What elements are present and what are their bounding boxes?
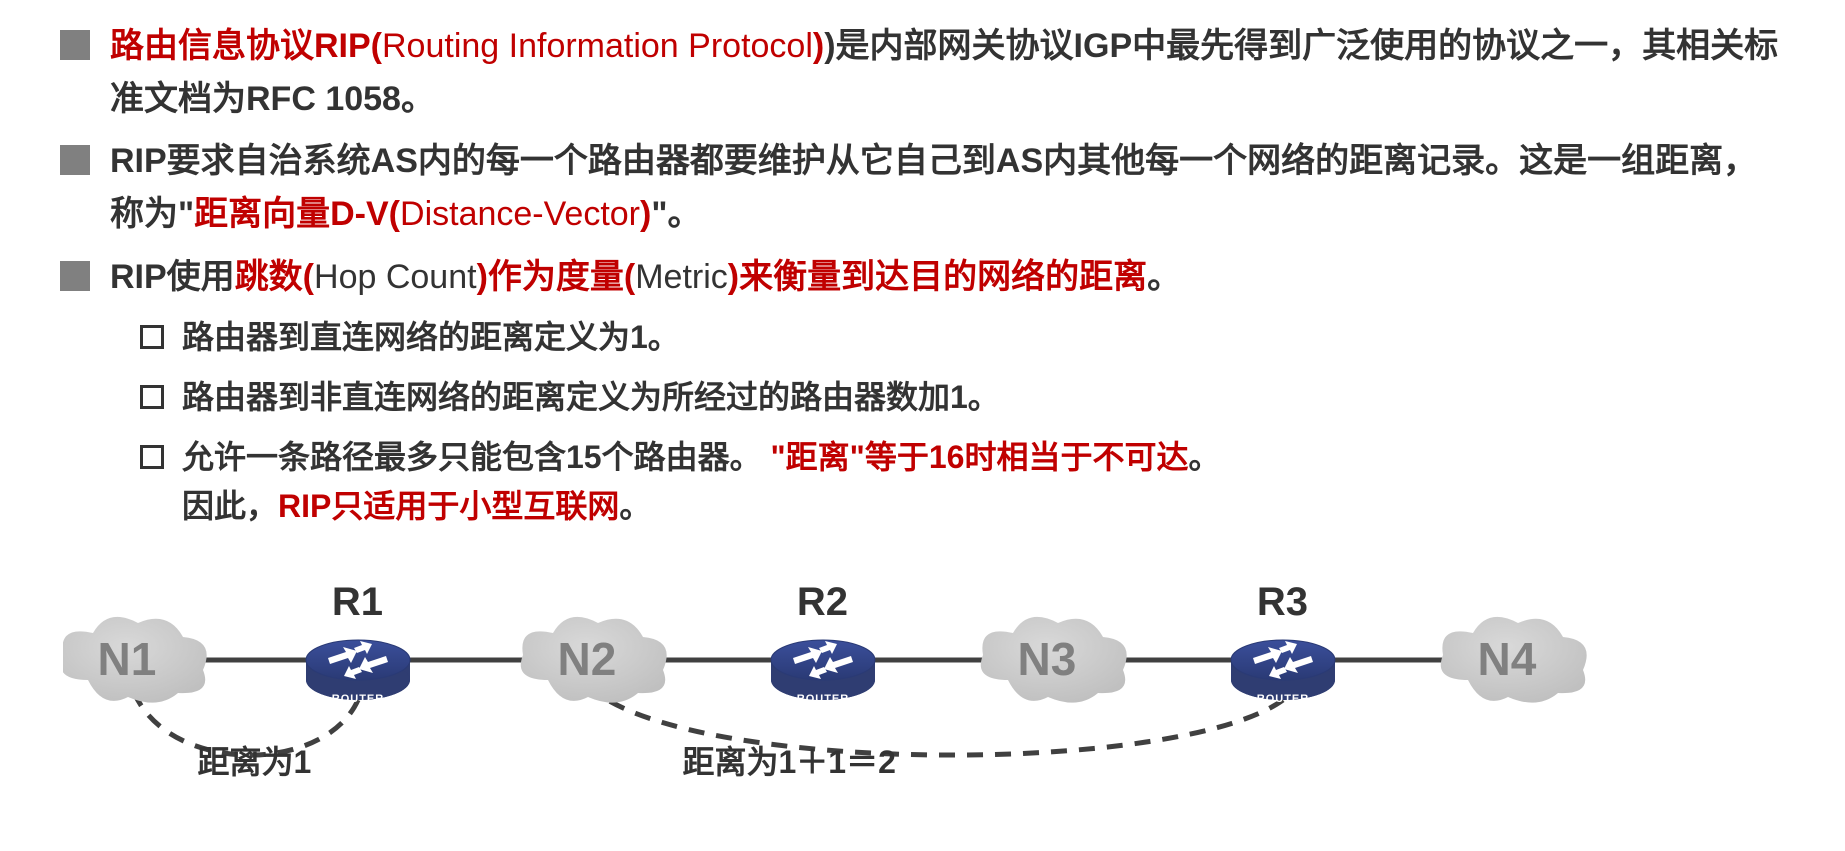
s3-t1: 允许一条路径最多只能包含15个路由器。 [182, 439, 762, 475]
b2-t2: 距离向量D-V( [194, 195, 400, 233]
bullet-3: RIP使用跳数(Hop Count)作为度量(Metric)来衡量到达目的网络的… [60, 251, 1785, 304]
s3-t2: "距离"等于16时相当于不可达 [771, 439, 1189, 475]
cloud-label: N3 [1018, 632, 1077, 686]
router-icon: ROUTER [306, 640, 410, 705]
b2-t5: "。 [651, 195, 701, 233]
sub-bullet-1: 路由器到直连网络的距离定义为1。 [140, 313, 1785, 363]
s3-t6: 。 [619, 488, 651, 524]
sub-2-text: 路由器到非直连网络的距离定义为所经过的路由器数加1。 [182, 373, 1000, 423]
sub-3-text: 允许一条路径最多只能包含15个路由器。 "距离"等于16时相当于不可达。 因此，… [182, 433, 1220, 532]
distance-label: 距离为1＋1＝2 [683, 737, 896, 783]
sub-bullet-3: 允许一条路径最多只能包含15个路由器。 "距离"等于16时相当于不可达。 因此，… [140, 433, 1785, 532]
bullet-2-text: RIP要求自治系统AS内的每一个路由器都要维护从它自己到AS内其他每一个网络的距… [110, 135, 1785, 240]
router-icon: ROUTER [771, 640, 875, 705]
slide: 路由信息协议RIP(Routing Information Protocol))… [0, 0, 1845, 851]
router-caption: ROUTER [1256, 693, 1308, 705]
router-caption: ROUTER [331, 693, 383, 705]
cloud-label: N4 [1478, 632, 1537, 686]
b3-t3: Hop Count [314, 258, 477, 296]
router-label: R2 [783, 580, 863, 625]
router-caption: ROUTER [796, 693, 848, 705]
cloud-label: N1 [98, 632, 157, 686]
sub-1-text: 路由器到直连网络的距离定义为1。 [182, 313, 680, 363]
square-bullet-icon [60, 145, 90, 175]
bullet-2: RIP要求自治系统AS内的每一个路由器都要维护从它自己到AS内其他每一个网络的距… [60, 135, 1785, 240]
router-icon: ROUTER [1231, 640, 1335, 705]
hollow-square-icon [140, 325, 164, 349]
bullet-1-text: 路由信息协议RIP(Routing Information Protocol))… [110, 20, 1785, 125]
b1-red-2: ) [813, 27, 824, 65]
b3-t6: )来衡量到达目的网络的距离 [728, 258, 1147, 296]
b2-t4: ) [640, 195, 651, 233]
b2-t3: Distance-Vector [400, 195, 640, 233]
b3-t7: 。 [1147, 258, 1181, 296]
b3-t5: Metric [635, 258, 728, 296]
router-label: R3 [1243, 580, 1323, 625]
b3-t4: )作为度量( [477, 258, 636, 296]
hollow-square-icon [140, 445, 164, 469]
b3-t2: 跳数( [235, 258, 314, 296]
b3-t1: RIP使用 [110, 258, 235, 296]
square-bullet-icon [60, 261, 90, 291]
s3-t5: RIP只适用于小型互联网 [278, 488, 619, 524]
s3-t4: 因此， [182, 488, 278, 524]
distance-label: 距离为1 [198, 737, 312, 783]
b1-plain-1: Routing Information Protocol [382, 27, 813, 65]
network-diagram: ROUTER ROUTER ROUTER N1 R1 N2 R2 N3 R3 N4 距离为1 距离为1… [63, 542, 1783, 802]
bullet-3-text: RIP使用跳数(Hop Count)作为度量(Metric)来衡量到达目的网络的… [110, 251, 1181, 304]
b1-red-1: 路由信息协议RIP( [110, 27, 382, 65]
sub-bullet-2: 路由器到非直连网络的距离定义为所经过的路由器数加1。 [140, 373, 1785, 423]
square-bullet-icon [60, 30, 90, 60]
bullet-1: 路由信息协议RIP(Routing Information Protocol))… [60, 20, 1785, 125]
s3-t3: 。 [1188, 439, 1220, 475]
cloud-label: N2 [558, 632, 617, 686]
sub-bullet-list: 路由器到直连网络的距离定义为1。 路由器到非直连网络的距离定义为所经过的路由器数… [140, 313, 1785, 531]
hollow-square-icon [140, 385, 164, 409]
router-label: R1 [318, 580, 398, 625]
